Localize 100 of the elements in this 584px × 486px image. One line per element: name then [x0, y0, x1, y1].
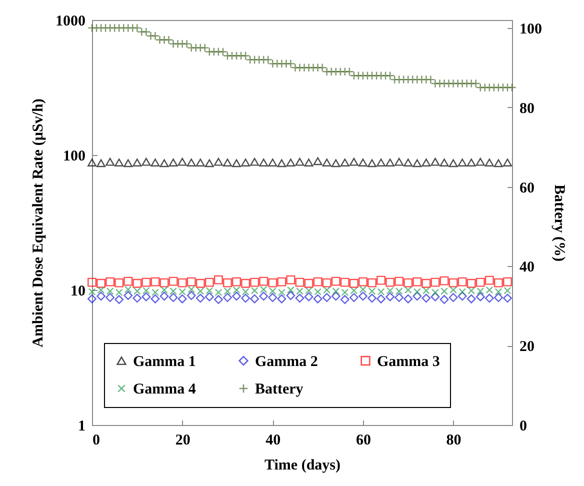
point	[241, 158, 250, 166]
point	[106, 277, 115, 286]
point	[322, 158, 332, 166]
point	[458, 277, 467, 286]
point	[430, 158, 440, 166]
point	[340, 278, 350, 287]
point	[404, 158, 413, 166]
y2-tick-label: 80	[520, 100, 534, 117]
y-axis-title: Ambient Dose Equivalent Rate (µSv/h)	[30, 98, 46, 348]
point	[358, 158, 368, 166]
point	[223, 293, 232, 302]
point	[96, 278, 106, 288]
point	[322, 293, 332, 302]
point	[322, 278, 332, 288]
point	[484, 276, 494, 285]
point	[160, 292, 169, 301]
x-tick-label: 40	[266, 432, 281, 448]
point	[277, 277, 286, 286]
point	[313, 294, 322, 304]
point	[259, 276, 268, 286]
point	[295, 294, 304, 303]
x-axis-title: Time (days)	[264, 458, 340, 474]
point	[232, 277, 241, 286]
point	[349, 158, 358, 166]
point	[295, 278, 304, 287]
x-tick-label: 20	[175, 432, 190, 448]
point	[394, 276, 404, 286]
legend-label: Gamma 4	[133, 382, 196, 398]
point	[214, 275, 223, 284]
point	[132, 294, 142, 303]
point	[168, 158, 178, 166]
point	[358, 277, 368, 286]
y-tick-label: 1000	[56, 14, 86, 30]
point	[349, 278, 358, 288]
point	[484, 294, 494, 303]
point	[124, 159, 133, 168]
point	[88, 288, 96, 296]
point	[368, 159, 376, 168]
point	[466, 294, 476, 304]
point	[503, 158, 512, 166]
point	[440, 295, 449, 304]
y2-tick-label: 20	[520, 339, 534, 356]
legend-label: Gamma 1	[133, 354, 196, 370]
point	[277, 159, 286, 168]
point	[448, 278, 458, 288]
point	[259, 158, 268, 166]
x-tick-label: 60	[356, 432, 371, 448]
point	[250, 278, 260, 287]
point	[386, 292, 395, 302]
y-tick-label: 10	[70, 284, 86, 300]
point	[160, 278, 169, 288]
point	[223, 158, 232, 166]
point	[412, 277, 422, 286]
point	[440, 276, 449, 286]
point	[286, 275, 296, 284]
point	[142, 292, 151, 302]
point	[204, 159, 214, 168]
legend-label: Gamma 3	[377, 354, 440, 370]
point	[422, 278, 431, 288]
point	[160, 159, 169, 168]
point	[150, 158, 160, 166]
point	[114, 295, 124, 304]
point	[178, 294, 187, 304]
point	[223, 278, 232, 288]
point	[412, 292, 422, 301]
y2-tick-label: 40	[520, 260, 534, 276]
point	[430, 292, 440, 302]
point	[376, 158, 386, 166]
point	[88, 294, 96, 304]
point	[404, 294, 413, 304]
point	[304, 158, 314, 166]
point	[124, 276, 133, 286]
point	[376, 294, 386, 304]
point	[186, 277, 196, 286]
point	[476, 158, 485, 166]
y2-axis-title: Battery (%)	[551, 184, 567, 262]
point	[152, 288, 159, 296]
point	[458, 158, 467, 166]
point	[168, 276, 178, 286]
point	[503, 294, 512, 303]
point	[124, 286, 132, 294]
point	[331, 276, 340, 286]
point	[340, 158, 350, 166]
y2-tick-label: 60	[520, 180, 534, 196]
point	[304, 292, 314, 302]
y-tick-label: 100	[63, 148, 86, 164]
point	[277, 294, 286, 304]
point	[259, 292, 268, 301]
point	[404, 278, 413, 288]
point	[250, 158, 260, 166]
point	[394, 293, 404, 302]
point	[313, 277, 322, 286]
point	[448, 293, 458, 302]
point	[88, 158, 96, 166]
point	[150, 277, 160, 286]
y-tick-label: 1	[78, 418, 86, 434]
point	[368, 294, 376, 303]
point	[188, 286, 196, 294]
point	[204, 278, 214, 287]
point	[466, 278, 476, 288]
